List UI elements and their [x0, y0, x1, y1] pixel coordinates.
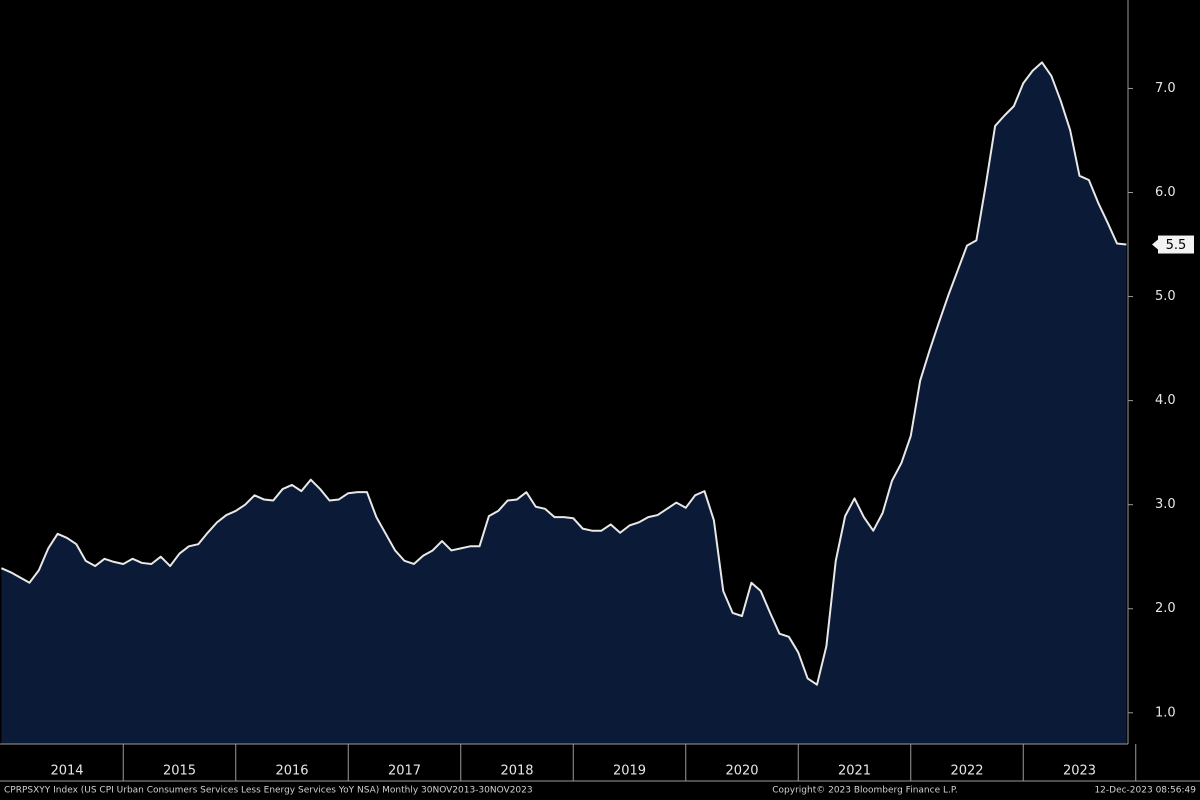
last-value-label: 5.5 — [1166, 238, 1187, 253]
x-tick-label: 2020 — [725, 764, 758, 779]
x-tick-label: 2014 — [50, 764, 83, 779]
y-tick-label: 4.0 — [1155, 393, 1176, 408]
y-tick-label: 7.0 — [1155, 81, 1176, 96]
x-tick-label: 2017 — [388, 764, 421, 779]
y-tick-label: 6.0 — [1155, 185, 1176, 200]
y-tick-label: 3.0 — [1155, 497, 1176, 512]
x-tick-label: 2018 — [500, 764, 533, 779]
area-fill — [1, 62, 1127, 745]
y-tick-label: 5.0 — [1155, 289, 1176, 304]
footer-left: CPRPSXYY Index (US CPI Urban Consumers S… — [4, 786, 533, 796]
y-tick-label: 2.0 — [1155, 601, 1176, 616]
footer-right: 12-Dec-2023 08:56:49 — [1094, 786, 1196, 796]
x-tick-label: 2023 — [1063, 764, 1096, 779]
last-value-box — [1158, 235, 1194, 254]
x-tick-label: 2016 — [275, 764, 308, 779]
footer-center: Copyright© 2023 Bloomberg Finance L.P. — [772, 786, 957, 796]
y-tick-label: 1.0 — [1155, 705, 1176, 720]
area-line — [0, 61, 1127, 686]
last-value-pointer — [1152, 239, 1158, 250]
plot-area: 5.5 1.0 2.0 3.0 4.0 5.0 6.0 7.0 2014 2015 2016 2017… — [0, 0, 1200, 782]
x-tick-label: 2019 — [613, 764, 646, 779]
x-tick-label: 2021 — [838, 764, 871, 779]
x-tick-label: 2022 — [950, 764, 983, 779]
x-tick-label: 2015 — [163, 764, 196, 779]
